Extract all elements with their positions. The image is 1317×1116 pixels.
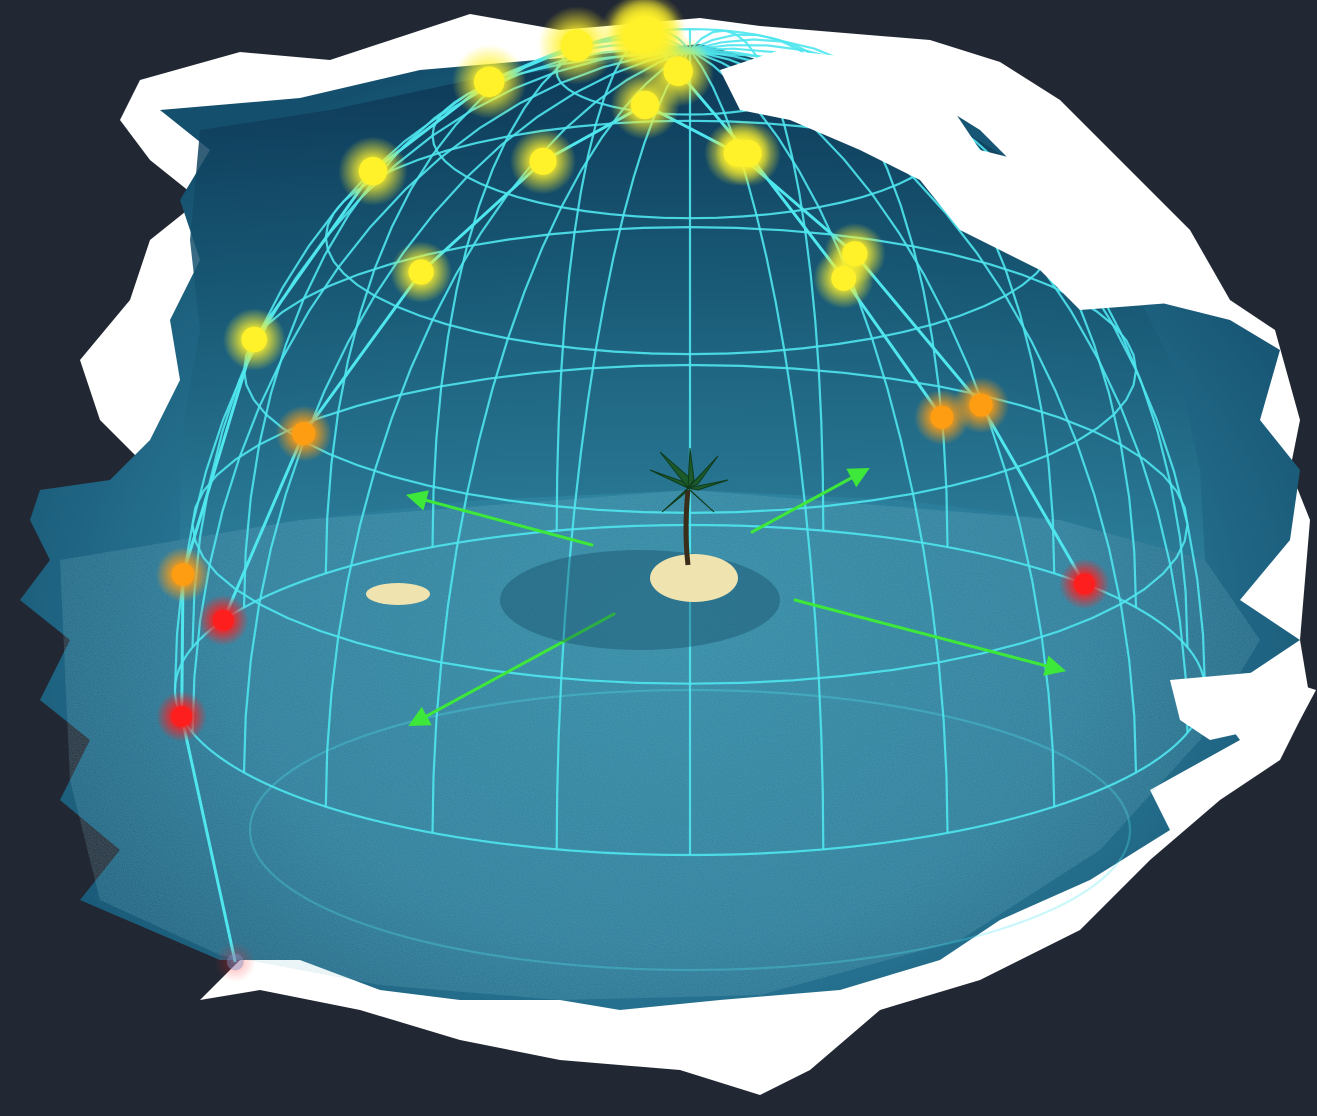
sea-texture bbox=[60, 490, 1260, 1000]
sun-position bbox=[223, 308, 286, 371]
main-island-sand bbox=[650, 554, 738, 602]
compass-arrows bbox=[405, 467, 1067, 727]
arrow-south bbox=[408, 612, 616, 727]
island bbox=[366, 447, 780, 650]
sun-position bbox=[338, 136, 408, 206]
sun-position bbox=[451, 44, 527, 119]
white-paint-strip-right bbox=[1170, 672, 1316, 740]
arrow-west bbox=[405, 490, 594, 547]
sun-position bbox=[610, 70, 680, 140]
sun-position bbox=[704, 120, 771, 187]
arrow-east bbox=[793, 598, 1067, 676]
white-paint-cloud-top-right bbox=[720, 50, 1210, 310]
sun-position bbox=[537, 6, 616, 85]
small-sandbar bbox=[366, 583, 430, 605]
palm-tree-icon bbox=[649, 447, 729, 513]
sun-position bbox=[156, 690, 208, 742]
sun-position bbox=[197, 594, 249, 646]
sun-position bbox=[824, 222, 886, 285]
sun-position bbox=[390, 241, 452, 303]
foreground-paint bbox=[720, 50, 1316, 740]
sun-position bbox=[155, 547, 211, 602]
palm-trunk bbox=[683, 489, 691, 566]
sun-positions bbox=[155, 0, 1111, 983]
sun-position bbox=[1059, 558, 1111, 610]
sun-position bbox=[952, 376, 1010, 434]
sun-below-horizon bbox=[214, 941, 256, 983]
sun-position bbox=[275, 405, 332, 462]
island-shadow bbox=[500, 550, 780, 650]
arrow-north bbox=[750, 467, 870, 534]
sun-position bbox=[509, 128, 577, 195]
